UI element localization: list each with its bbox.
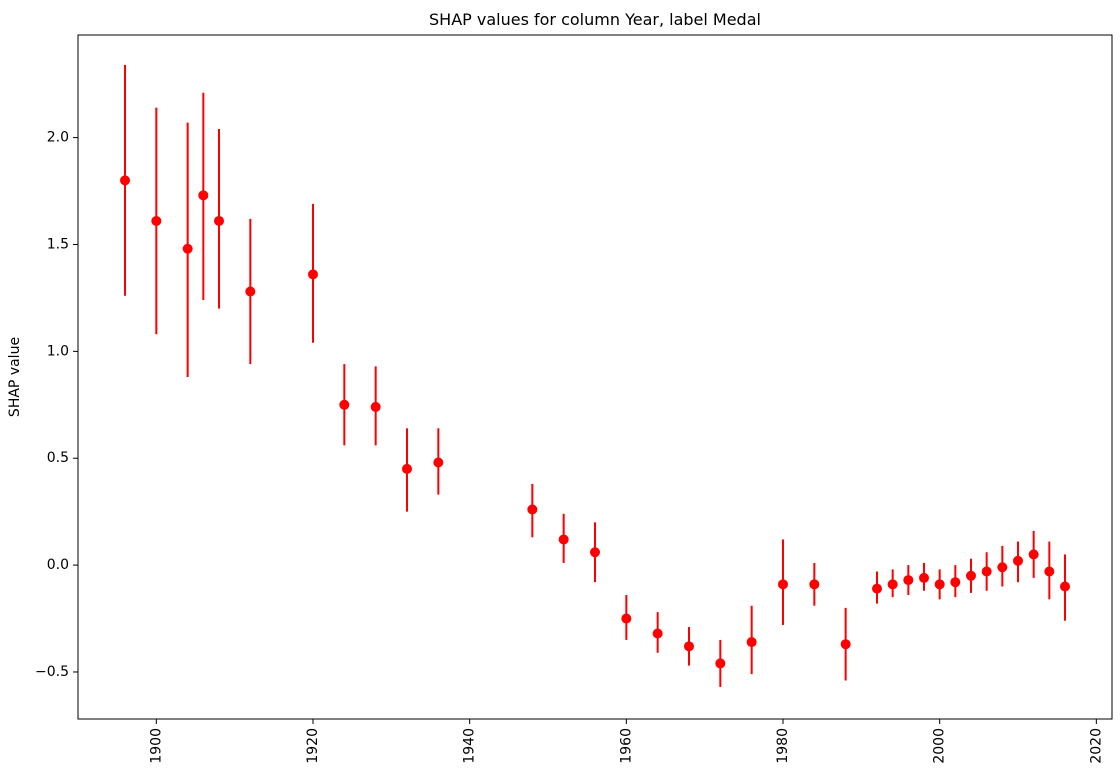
data-point-1948: [527, 483, 538, 538]
point-marker: [997, 562, 1008, 573]
data-point-1920: [308, 203, 318, 343]
data-point-1912: [245, 218, 256, 365]
point-marker: [715, 658, 726, 669]
point-marker: [182, 243, 193, 254]
data-point-2012: [1028, 530, 1039, 578]
data-point-2004: [966, 558, 976, 593]
point-marker: [887, 579, 898, 590]
data-point-1964: [652, 612, 663, 653]
point-marker: [370, 401, 381, 412]
point-marker: [308, 269, 318, 280]
y-axis-label: SHAP value: [7, 337, 23, 417]
y-axis: −0.5 0.0 0.5 1.0 1.5 2.0: [35, 130, 78, 680]
point-marker: [950, 577, 961, 588]
data-point-2002: [950, 565, 961, 598]
data-point-1976: [746, 605, 757, 675]
point-marker: [339, 399, 350, 410]
point-marker: [872, 583, 882, 594]
point-marker: [840, 639, 851, 650]
chart-title: SHAP values for column Year, label Medal: [429, 10, 761, 29]
point-marker: [934, 579, 945, 590]
point-marker: [1013, 555, 1023, 566]
data-point-1936: [433, 428, 444, 495]
x-axis: 1900 1920 1940 1960 1980 2000 2020: [148, 719, 1104, 764]
point-marker: [1044, 566, 1055, 577]
point-marker: [966, 570, 976, 581]
point-marker: [198, 190, 209, 201]
data-point-1928: [370, 366, 381, 446]
data-point-1992: [872, 571, 882, 604]
point-marker: [120, 175, 130, 186]
y-tick-label: −0.5: [35, 664, 69, 680]
x-tick-label: 1920: [305, 728, 321, 764]
data-point-1994: [887, 569, 898, 598]
point-marker: [402, 463, 412, 474]
data-point-1960: [621, 595, 632, 640]
point-marker: [214, 215, 224, 226]
y-tick-label: 1.5: [47, 236, 69, 252]
point-marker: [981, 566, 992, 577]
data-point-1906: [198, 92, 209, 301]
point-marker: [621, 613, 632, 624]
y-tick-label: 0.0: [47, 557, 69, 573]
data-point-1980: [778, 539, 788, 625]
data-point-1904: [182, 122, 193, 377]
data-point-2014: [1044, 541, 1055, 600]
point-marker: [590, 547, 600, 558]
data-point-1998: [919, 562, 929, 591]
x-tick-label: 2020: [1088, 728, 1104, 764]
point-marker: [1028, 549, 1039, 560]
data-point-2016: [1060, 554, 1070, 621]
point-marker: [684, 641, 694, 652]
data-point-2008: [997, 545, 1008, 587]
plot-area: [120, 64, 1070, 687]
point-marker: [151, 215, 162, 226]
data-point-1908: [214, 129, 224, 309]
data-point-1956: [590, 522, 600, 583]
data-point-1988: [840, 607, 851, 681]
data-point-1968: [684, 627, 694, 666]
data-point-2010: [1013, 541, 1023, 583]
data-point-2000: [934, 569, 945, 600]
x-tick-label: 1960: [618, 728, 634, 764]
data-point-1996: [903, 565, 914, 596]
data-point-1984: [809, 562, 820, 606]
point-marker: [558, 534, 569, 545]
plot-frame: [77, 34, 1113, 720]
data-point-1952: [558, 513, 569, 563]
point-marker: [903, 575, 914, 586]
point-marker: [1060, 581, 1070, 592]
point-marker: [919, 572, 929, 583]
data-point-1972: [715, 639, 726, 687]
x-tick-label: 1980: [775, 728, 791, 764]
point-marker: [652, 628, 663, 639]
y-tick-label: 2.0: [47, 130, 69, 146]
x-tick-label: 2000: [932, 728, 948, 764]
point-marker: [778, 579, 788, 590]
point-marker: [527, 504, 538, 515]
data-point-1896: [120, 64, 130, 296]
point-marker: [433, 457, 444, 468]
point-marker: [809, 579, 820, 590]
data-point-1900: [151, 107, 162, 335]
y-tick-label: 1.0: [47, 343, 69, 359]
data-point-2006: [981, 552, 992, 591]
x-tick-label: 1900: [148, 728, 164, 764]
y-tick-label: 0.5: [47, 450, 69, 466]
data-point-1932: [402, 428, 412, 512]
x-tick-label: 1940: [462, 728, 478, 764]
point-marker: [746, 637, 757, 648]
data-point-1924: [339, 364, 350, 446]
point-marker: [245, 286, 256, 297]
